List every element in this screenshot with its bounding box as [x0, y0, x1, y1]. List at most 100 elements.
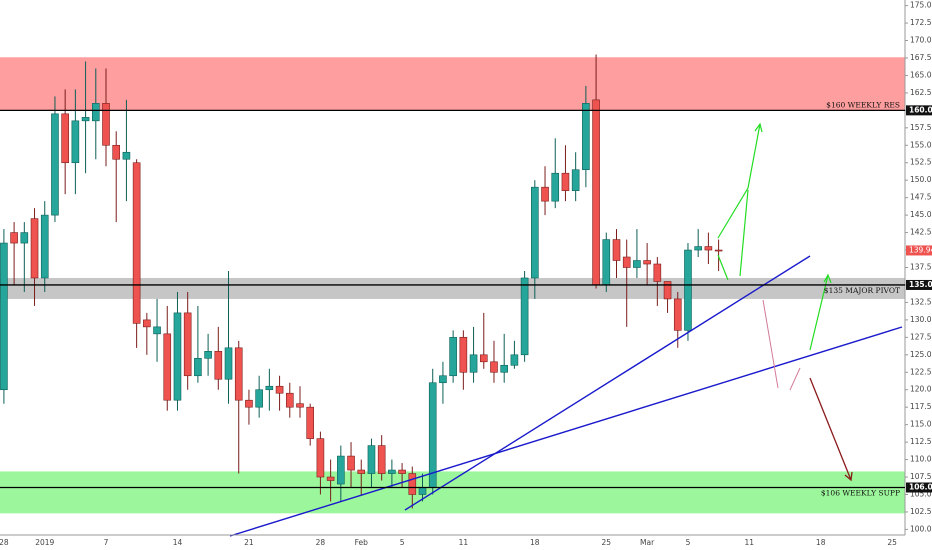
- x-tick-label: 5: [686, 538, 691, 547]
- candle-body: [112, 144, 121, 160]
- arrow: [717, 123, 761, 239]
- x-tick-label: 11: [744, 538, 754, 547]
- arrow: [809, 274, 829, 351]
- candle-body: [531, 186, 539, 279]
- candle-body: [439, 375, 447, 384]
- y-tick-label: 155.00: [910, 140, 932, 149]
- candle-body: [245, 399, 253, 408]
- candle-body: [469, 354, 478, 373]
- candle-body: [449, 337, 457, 377]
- y-tick-label: 172.50: [910, 18, 932, 27]
- candle-body: [61, 113, 69, 164]
- candle-body: [510, 354, 519, 366]
- candle-body: [0, 242, 8, 391]
- level-label: $135 MAJOR PIVOT: [824, 286, 900, 295]
- arrow-head: [823, 273, 832, 284]
- y-tick-label: 170.00: [910, 36, 932, 45]
- level-price-box: [906, 279, 932, 290]
- candle-body: [459, 337, 468, 373]
- zone: [0, 471, 905, 514]
- candle-body: [622, 256, 631, 268]
- candle-body: [592, 99, 600, 286]
- candle-body: [694, 246, 702, 251]
- candle-body: [173, 312, 182, 401]
- y-tick-label: 102.50: [910, 507, 932, 516]
- candle-body: [643, 260, 651, 265]
- candle-body: [673, 298, 682, 331]
- last-price-label: 139.94: [909, 245, 932, 254]
- y-tick-label: 147.50: [910, 193, 932, 202]
- zone: [0, 57, 905, 111]
- candle-body: [520, 277, 529, 356]
- y-tick-label: 130.00: [910, 315, 932, 324]
- y-tick-label: 105.00: [910, 489, 932, 498]
- x-tick-label: 21: [244, 538, 254, 547]
- candle-body: [704, 246, 713, 251]
- x-tick-label: 14: [173, 538, 183, 547]
- candle-body: [143, 319, 151, 328]
- candle-body: [418, 487, 427, 495]
- candle-body: [541, 186, 549, 202]
- level-price-label: 135.00: [909, 280, 932, 289]
- candle-body: [296, 403, 304, 408]
- candle-body: [10, 232, 18, 244]
- y-tick-label: 110.00: [910, 455, 932, 464]
- level-price-label: 106.00: [909, 483, 932, 492]
- x-tick-label: Mar: [640, 538, 655, 547]
- zones: [0, 57, 905, 514]
- candle-body: [663, 281, 672, 300]
- candle-body: [316, 438, 325, 478]
- candle-body: [122, 151, 131, 160]
- candle-body: [163, 333, 172, 401]
- candle-body: [204, 351, 212, 359]
- overlays: $160 WEEKLY RES $135 MAJOR PIVOT $106 WEEK…: [0, 100, 932, 498]
- arrow: [762, 299, 779, 389]
- y-tick-label: 117.50: [910, 402, 932, 411]
- level-price-box: [906, 105, 932, 116]
- arrow: [789, 367, 801, 391]
- candle-body: [275, 385, 284, 394]
- candle-body: [714, 249, 723, 252]
- y-tick-label: 157.50: [910, 123, 932, 132]
- candle-body: [602, 239, 611, 286]
- candle-body: [214, 351, 223, 380]
- x-tick-label: 28: [316, 538, 326, 547]
- level-price-label: 160.00: [909, 105, 932, 114]
- candle-body: [490, 361, 498, 373]
- y-tick-label: 122.50: [910, 367, 932, 376]
- x-tick-label: Feb: [355, 538, 369, 547]
- candle-body: [194, 357, 202, 377]
- candle-body: [91, 103, 100, 122]
- trend-line: [404, 255, 811, 511]
- x-tick-label: 5: [400, 538, 405, 547]
- y-tick-label: 175.00: [910, 1, 932, 10]
- candle-body: [479, 354, 488, 363]
- candle-body: [255, 389, 263, 408]
- candle-body: [582, 103, 590, 171]
- candles: [0, 54, 723, 509]
- candle-body: [388, 469, 396, 474]
- candle-body: [153, 326, 161, 335]
- x-tick-label: 2019: [35, 538, 54, 547]
- candle-body: [684, 249, 692, 331]
- candle-body: [357, 469, 366, 474]
- candle-body: [40, 214, 49, 279]
- candle-body: [285, 392, 294, 408]
- x-tick-label: 11: [459, 538, 469, 547]
- y-tick-label: 137.50: [910, 263, 932, 272]
- candle-body: [347, 455, 355, 471]
- candle-body: [102, 103, 110, 146]
- candle-body: [71, 120, 80, 164]
- x-tick-label: 28: [0, 538, 9, 547]
- y-tick-label: 167.50: [910, 53, 932, 62]
- candle-body: [500, 364, 508, 373]
- y-tick-label: 152.50: [910, 158, 932, 167]
- candle-body: [612, 239, 621, 261]
- last-price-box: [906, 245, 932, 256]
- candle-body: [224, 347, 233, 380]
- candle-body: [337, 455, 345, 485]
- level-label: $160 WEEKLY RES: [826, 100, 900, 109]
- candle-body: [51, 113, 59, 216]
